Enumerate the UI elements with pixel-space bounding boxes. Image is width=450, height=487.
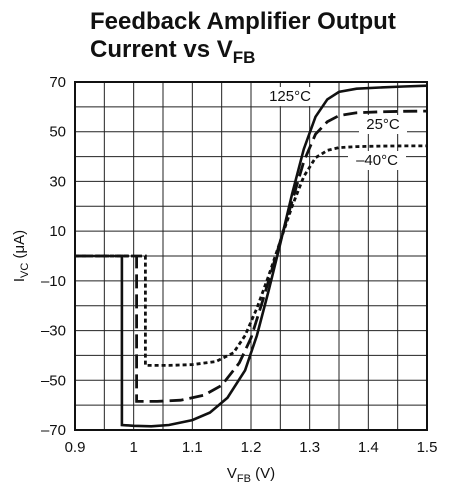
y-tick-label: –70 [41, 422, 66, 439]
x-tick-label: 1.5 [417, 439, 438, 456]
y-tick-label: 70 [49, 74, 66, 91]
y-tick-label: 30 [49, 173, 66, 190]
x-tick-label: 0.9 [65, 439, 86, 456]
series-label-1: 25°C [366, 116, 400, 133]
chart-title: Feedback Amplifier Output Current vs VFB [90, 8, 430, 72]
series-label-background [359, 115, 407, 134]
series-label-0: 125°C [269, 88, 311, 105]
y-tick-label: 50 [49, 124, 66, 141]
series-label-background [348, 151, 406, 170]
chart-title-line1: Feedback Amplifier Output [90, 8, 396, 35]
y-tick-label: –30 [41, 323, 66, 340]
x-tick-label: 1.3 [299, 439, 320, 456]
y-axis-label: IVC (μA) [11, 230, 31, 282]
chart-title-line2-prefix: Current vs V [90, 36, 233, 63]
chart-title-line2-sub: FB [232, 48, 256, 67]
x-tick-label: 1.2 [241, 439, 262, 456]
series-line-2 [75, 144, 427, 367]
x-tick-label: 1.1 [182, 439, 203, 456]
x-tick-label: 1.4 [358, 439, 379, 456]
series-line-0 [75, 84, 428, 428]
x-axis-label: VFB (V) [227, 465, 275, 485]
y-tick-label: 10 [49, 223, 66, 240]
y-tick-label: –50 [41, 372, 66, 389]
series-label-2: –40°C [356, 152, 398, 169]
series-label-background [259, 87, 321, 106]
chart-title-line2: Current vs VFB [90, 36, 430, 72]
plot-border [74, 81, 428, 431]
x-tick-label: 1 [129, 439, 137, 456]
y-tick-label: –10 [41, 273, 66, 290]
